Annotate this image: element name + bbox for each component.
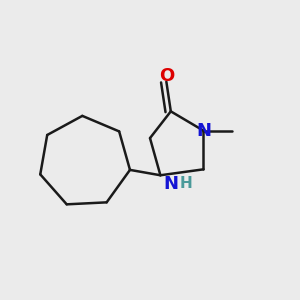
Text: N: N xyxy=(196,122,211,140)
Text: H: H xyxy=(179,176,192,191)
Text: N: N xyxy=(163,175,178,193)
Text: O: O xyxy=(159,67,174,85)
